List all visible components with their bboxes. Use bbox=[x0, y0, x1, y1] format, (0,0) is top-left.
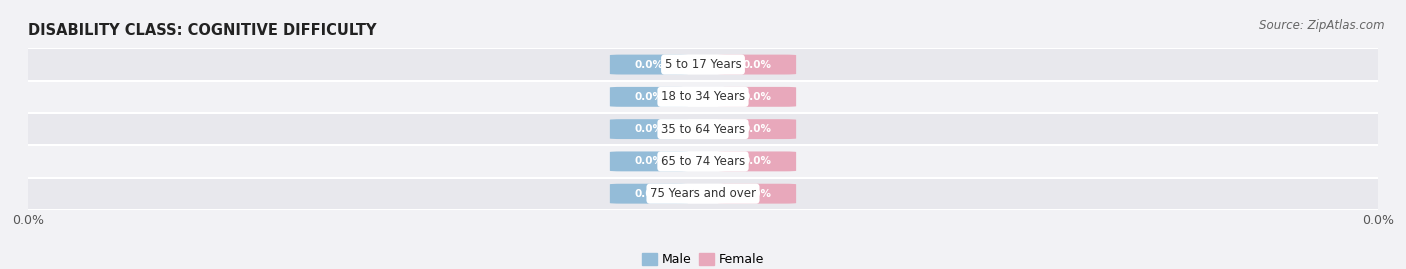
FancyBboxPatch shape bbox=[610, 184, 688, 204]
Text: 0.0%: 0.0% bbox=[634, 92, 664, 102]
FancyBboxPatch shape bbox=[610, 119, 688, 139]
FancyBboxPatch shape bbox=[718, 151, 796, 171]
Text: 5 to 17 Years: 5 to 17 Years bbox=[665, 58, 741, 71]
Bar bbox=[28, 48, 1378, 81]
Text: 0.0%: 0.0% bbox=[634, 59, 664, 70]
Text: 0.0%: 0.0% bbox=[634, 124, 664, 134]
FancyBboxPatch shape bbox=[718, 119, 796, 139]
Text: 0.0%: 0.0% bbox=[634, 156, 664, 167]
Text: 0.0%: 0.0% bbox=[742, 156, 772, 167]
Text: DISABILITY CLASS: COGNITIVE DIFFICULTY: DISABILITY CLASS: COGNITIVE DIFFICULTY bbox=[28, 23, 377, 38]
FancyBboxPatch shape bbox=[610, 87, 688, 107]
Text: 75 Years and over: 75 Years and over bbox=[650, 187, 756, 200]
Legend: Male, Female: Male, Female bbox=[637, 248, 769, 269]
FancyBboxPatch shape bbox=[610, 55, 688, 75]
FancyBboxPatch shape bbox=[610, 151, 688, 171]
Bar bbox=[28, 113, 1378, 145]
Text: 0.0%: 0.0% bbox=[742, 92, 772, 102]
FancyBboxPatch shape bbox=[718, 184, 796, 204]
Text: 35 to 64 Years: 35 to 64 Years bbox=[661, 123, 745, 136]
Text: 0.0%: 0.0% bbox=[634, 189, 664, 199]
Text: Source: ZipAtlas.com: Source: ZipAtlas.com bbox=[1260, 19, 1385, 32]
FancyBboxPatch shape bbox=[718, 55, 796, 75]
Bar bbox=[28, 145, 1378, 178]
Text: 0.0%: 0.0% bbox=[742, 124, 772, 134]
Text: 0.0%: 0.0% bbox=[742, 59, 772, 70]
FancyBboxPatch shape bbox=[718, 87, 796, 107]
Text: 18 to 34 Years: 18 to 34 Years bbox=[661, 90, 745, 103]
Text: 65 to 74 Years: 65 to 74 Years bbox=[661, 155, 745, 168]
Text: 0.0%: 0.0% bbox=[742, 189, 772, 199]
Bar bbox=[28, 81, 1378, 113]
Bar bbox=[28, 178, 1378, 210]
